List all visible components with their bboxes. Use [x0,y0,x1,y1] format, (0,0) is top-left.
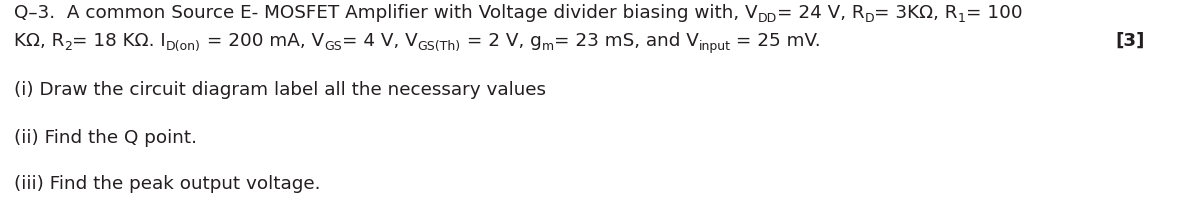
Text: [3]: [3] [1116,32,1145,50]
Text: GS: GS [324,40,342,53]
Text: KΩ, R: KΩ, R [14,32,65,50]
Text: = 3KΩ, R: = 3KΩ, R [874,4,958,22]
Text: (iii) Find the peak output voltage.: (iii) Find the peak output voltage. [14,175,320,193]
Text: GS(Th): GS(Th) [417,40,461,53]
Text: = 4 V, V: = 4 V, V [342,32,417,50]
Text: (i) Draw the circuit diagram label all the necessary values: (i) Draw the circuit diagram label all t… [14,81,547,99]
Text: DD: DD [757,12,777,25]
Text: Q–3.  A common Source E- MOSFET Amplifier with Voltage divider biasing with, V: Q–3. A common Source E- MOSFET Amplifier… [14,4,757,22]
Text: = 24 V, R: = 24 V, R [777,4,865,22]
Text: = 23 mS, and V: = 23 mS, and V [554,32,699,50]
Text: m: m [542,40,554,53]
Text: D(on): D(on) [166,40,201,53]
Text: 2: 2 [65,40,72,53]
Text: = 18 KΩ. I: = 18 KΩ. I [72,32,166,50]
Text: = 25 mV.: = 25 mV. [730,32,821,50]
Text: D: D [865,12,874,25]
Text: (ii) Find the Q point.: (ii) Find the Q point. [14,129,197,147]
Text: = 200 mA, V: = 200 mA, V [201,32,324,50]
Text: 1: 1 [958,12,966,25]
Text: = 2 V, g: = 2 V, g [461,32,542,50]
Text: = 100: = 100 [966,4,1023,22]
Text: input: input [699,40,730,53]
